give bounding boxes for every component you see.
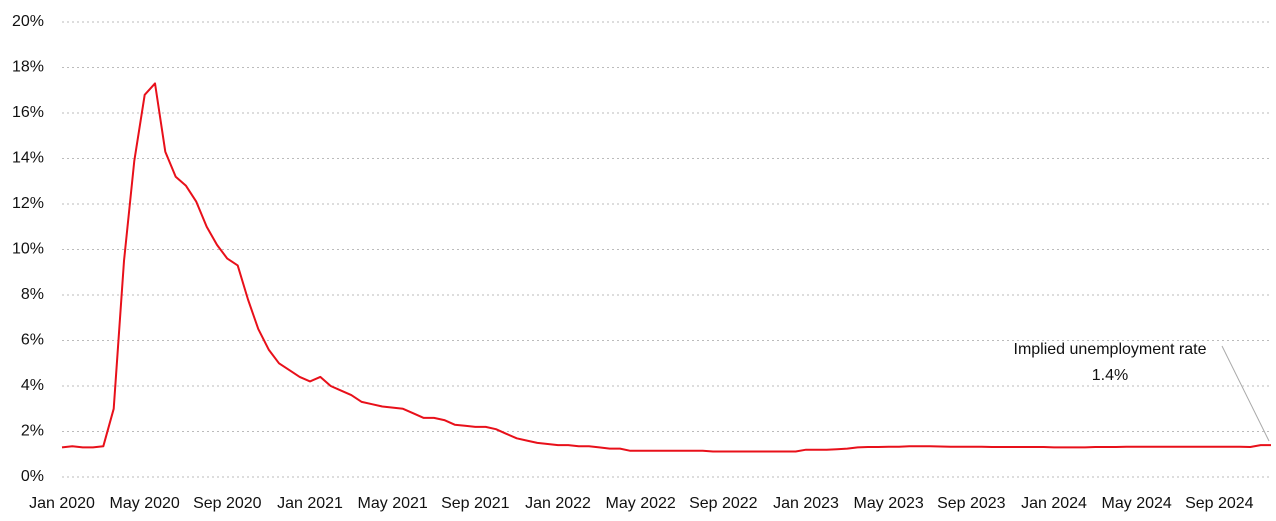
y-tick-label: 0%	[21, 468, 44, 485]
y-tick-label: 18%	[12, 59, 44, 76]
x-tick-label: May 2023	[854, 495, 924, 512]
y-tick-label: 14%	[12, 150, 44, 167]
y-tick-label: 8%	[21, 286, 44, 303]
x-tick-label: May 2020	[110, 495, 180, 512]
y-tick-label: 2%	[21, 423, 44, 440]
annotation: Implied unemployment rate	[1014, 341, 1207, 358]
line-series	[61, 82, 1271, 453]
x-tick-label: Sep 2022	[689, 495, 758, 512]
x-tick-label: Jan 2024	[1021, 495, 1087, 512]
y-tick-label: 16%	[12, 104, 44, 121]
leader-line	[1221, 345, 1270, 442]
x-tick-label: May 2024	[1102, 495, 1172, 512]
x-tick-label: Sep 2020	[193, 495, 262, 512]
x-tick-label: Jan 2021	[277, 495, 343, 512]
x-tick-label: May 2021	[358, 495, 428, 512]
y-tick-label: 4%	[21, 377, 44, 394]
annotation-value: 1.4%	[1092, 367, 1128, 384]
y-tick-label: 12%	[12, 195, 44, 212]
x-tick-label: Jan 2020	[29, 495, 95, 512]
x-tick-label: Sep 2023	[937, 495, 1006, 512]
y-tick-label: 6%	[21, 332, 44, 349]
x-tick-label: Sep 2024	[1185, 495, 1254, 512]
x-tick-label: May 2022	[606, 495, 676, 512]
y-tick-label: 20%	[12, 13, 44, 30]
y-tick-label: 10%	[12, 241, 44, 258]
x-tick-label: Jan 2022	[525, 495, 591, 512]
x-tick-label: Sep 2021	[441, 495, 510, 512]
x-tick-label: Jan 2023	[773, 495, 839, 512]
